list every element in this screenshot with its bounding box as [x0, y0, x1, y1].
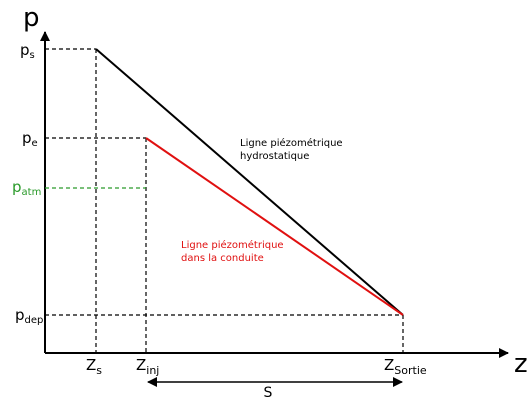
tick-zsortie: ZSortie [384, 356, 427, 377]
tick-patm: patm [12, 178, 41, 198]
hydrostatic-label-line2: hydrostatique [240, 151, 309, 162]
y-axis-label: p [23, 3, 40, 33]
tick-zinj: Zinj [136, 356, 159, 377]
tick-pe: pe [22, 129, 38, 149]
pipe-line [145, 137, 404, 316]
pipe-label-line2: dans la conduite [181, 253, 264, 264]
x-axis-label: z [514, 349, 528, 379]
tick-zs: Zs [86, 356, 102, 377]
pipe-label-line1: Ligne piézométrique [181, 239, 284, 251]
tick-pdep: pdep [15, 306, 43, 326]
tick-ps: ps [20, 41, 35, 61]
span-label: S [264, 385, 273, 398]
hydrostatic-line [95, 48, 404, 316]
hydrostatic-label-line1: Ligne piézométrique [240, 137, 343, 149]
